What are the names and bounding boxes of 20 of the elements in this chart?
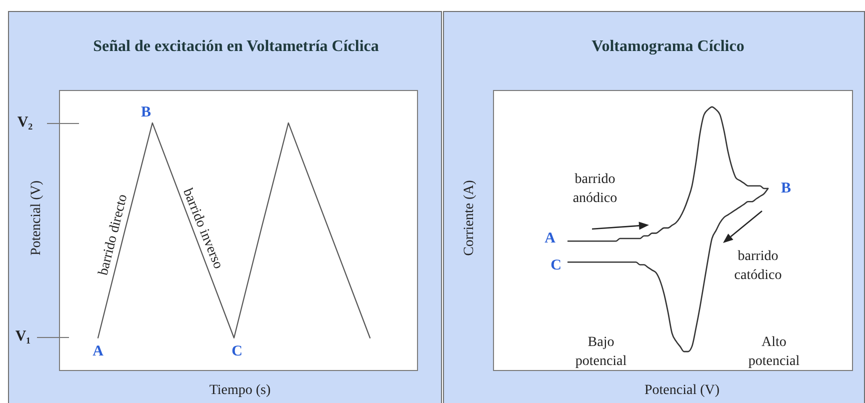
annotation: barrido inverso <box>178 186 226 272</box>
text: A <box>544 230 556 248</box>
text: B <box>780 180 792 198</box>
annotation: Bajo potencial <box>574 334 628 371</box>
chart-title: Señal de excitación en Voltametría Cíclica <box>93 38 379 56</box>
annotation: A <box>92 343 104 361</box>
annotation: barrido catódico <box>733 248 783 285</box>
annotation: barrido directo <box>96 192 132 278</box>
chart-title: Voltamograma Cíclico <box>592 38 744 56</box>
annotation: C <box>232 343 242 361</box>
text: C <box>550 257 562 275</box>
y-axis-title: Potencial (V) <box>28 180 45 256</box>
annotation: Alto potencial <box>747 334 801 371</box>
x-axis-title: Potencial (V) <box>644 382 720 400</box>
text: V₁ <box>15 328 31 346</box>
annotation: barrido anódico <box>572 171 618 208</box>
x-axis-title: Tiempo (s) <box>209 382 271 400</box>
text: V₂ <box>17 114 33 132</box>
text: B <box>140 104 152 122</box>
y-axis-title: Corriente (A) <box>462 180 478 256</box>
